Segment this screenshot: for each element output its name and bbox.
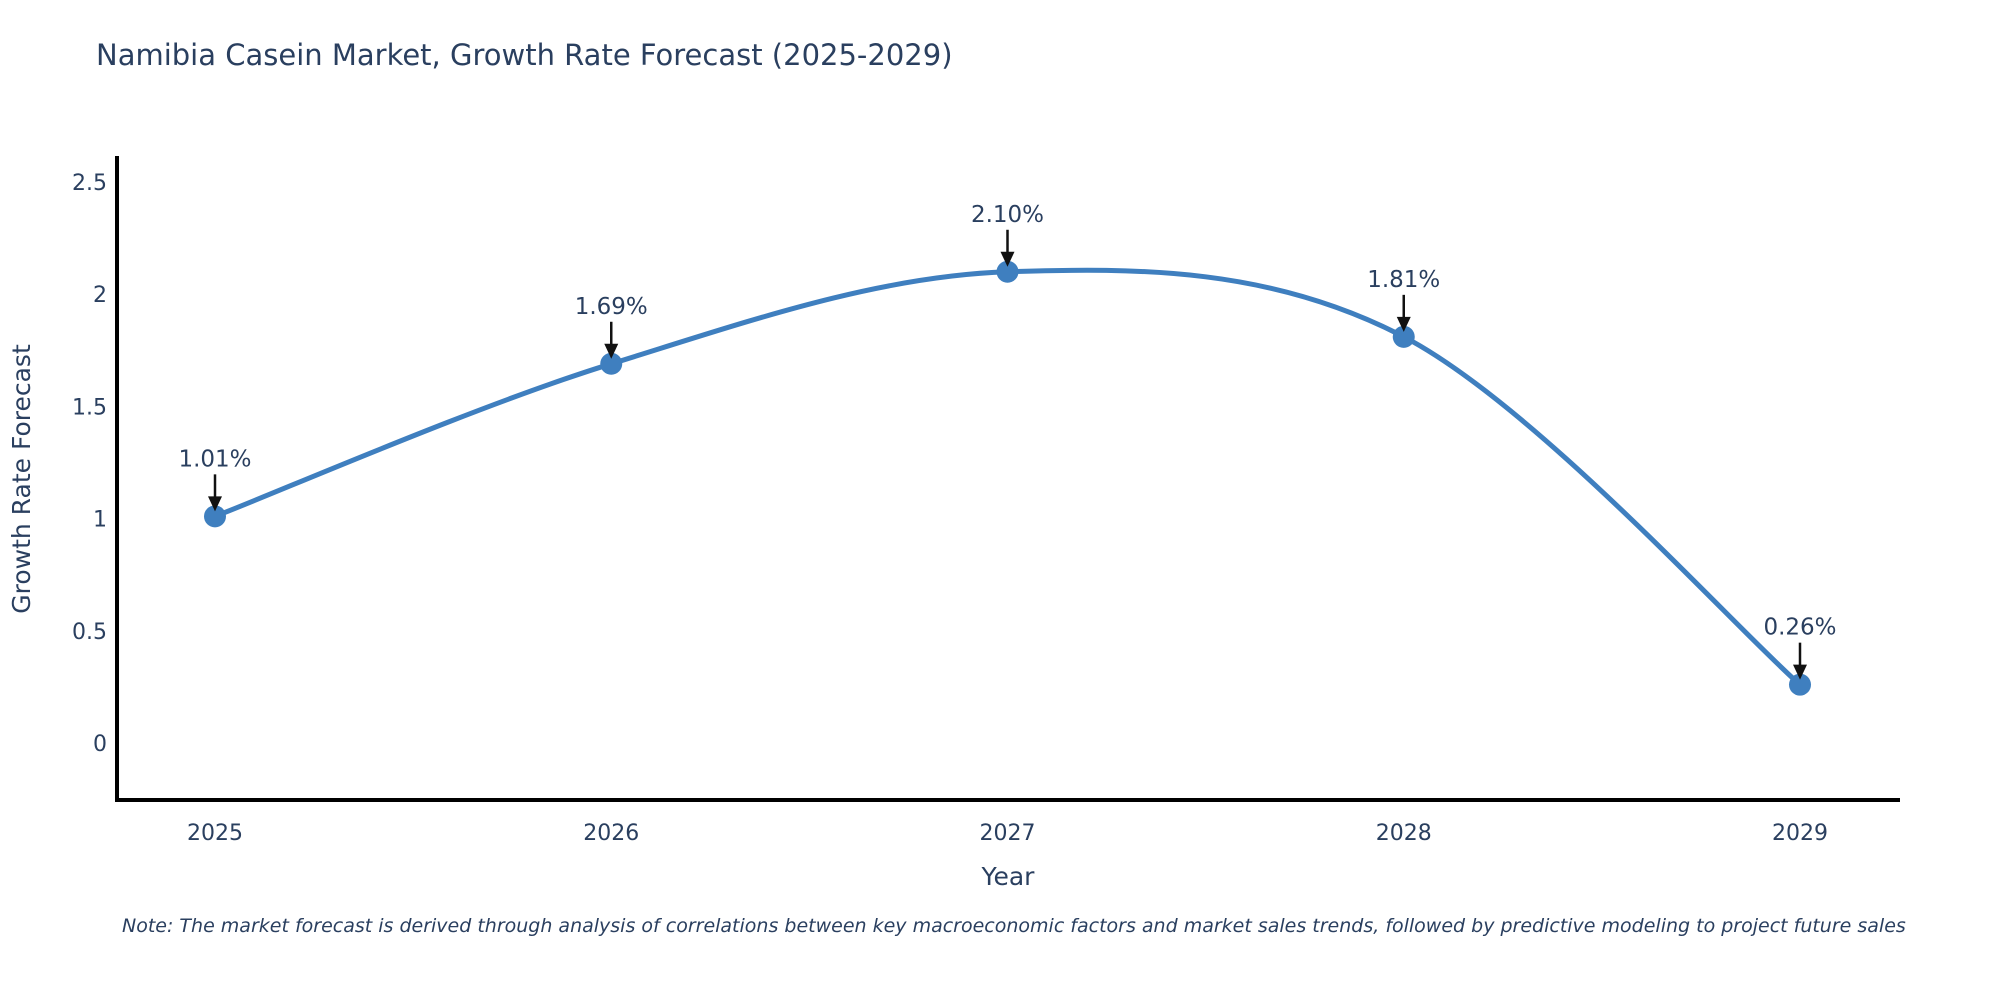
x-axis-title: Year xyxy=(981,862,1036,891)
x-tick-label: 2028 xyxy=(1376,821,1432,846)
annotation-arrow-head xyxy=(604,343,619,359)
data-point-marker xyxy=(1392,325,1415,348)
annotation-label: 1.69% xyxy=(575,294,648,320)
series-line xyxy=(212,267,1803,688)
annotation-arrow-head xyxy=(1793,664,1807,680)
annotation-arrow-head xyxy=(1396,316,1411,332)
data-point-marker xyxy=(996,260,1019,283)
y-tick-label: 2.5 xyxy=(72,171,107,196)
chart-title: Namibia Casein Market, Growth Rate Forec… xyxy=(96,38,953,72)
y-tick-label: 1.5 xyxy=(72,395,107,420)
data-point-marker xyxy=(600,352,623,375)
x-tick-label: 2025 xyxy=(187,821,243,846)
y-tick-label: 0.5 xyxy=(72,620,107,645)
tick-labels: 0 0.5 1 1.5 2 2.5 2025 2026 2027 2028 2029 xyxy=(72,171,1828,846)
x-tick-label: 2026 xyxy=(583,821,639,846)
x-tick-label: 2027 xyxy=(980,821,1036,846)
annotations: 1.01% 1.69% 2.10% 1.81% 0.26% xyxy=(178,202,1837,680)
data-point-marker xyxy=(204,505,226,528)
annotation-label: 1.81% xyxy=(1367,267,1440,293)
annotation-label: 1.01% xyxy=(178,446,251,472)
y-axis-title: Growth Rate Forecast xyxy=(7,344,36,614)
footnote: Note: The market forecast is derived thr… xyxy=(122,915,1906,937)
data-point-marker xyxy=(1789,673,1811,696)
y-tick-label: 2 xyxy=(93,283,107,308)
annotation-label: 2.10% xyxy=(971,202,1044,228)
annotation-arrow-head xyxy=(208,496,222,512)
series-growth-rate xyxy=(204,260,1811,696)
annotation-arrow-head xyxy=(1000,251,1015,267)
y-tick-label: 0 xyxy=(93,732,107,757)
x-tick-label: 2029 xyxy=(1772,821,1828,846)
annotation-label: 0.26% xyxy=(1763,615,1836,641)
y-tick-label: 1 xyxy=(93,508,107,533)
axes xyxy=(115,156,1900,802)
